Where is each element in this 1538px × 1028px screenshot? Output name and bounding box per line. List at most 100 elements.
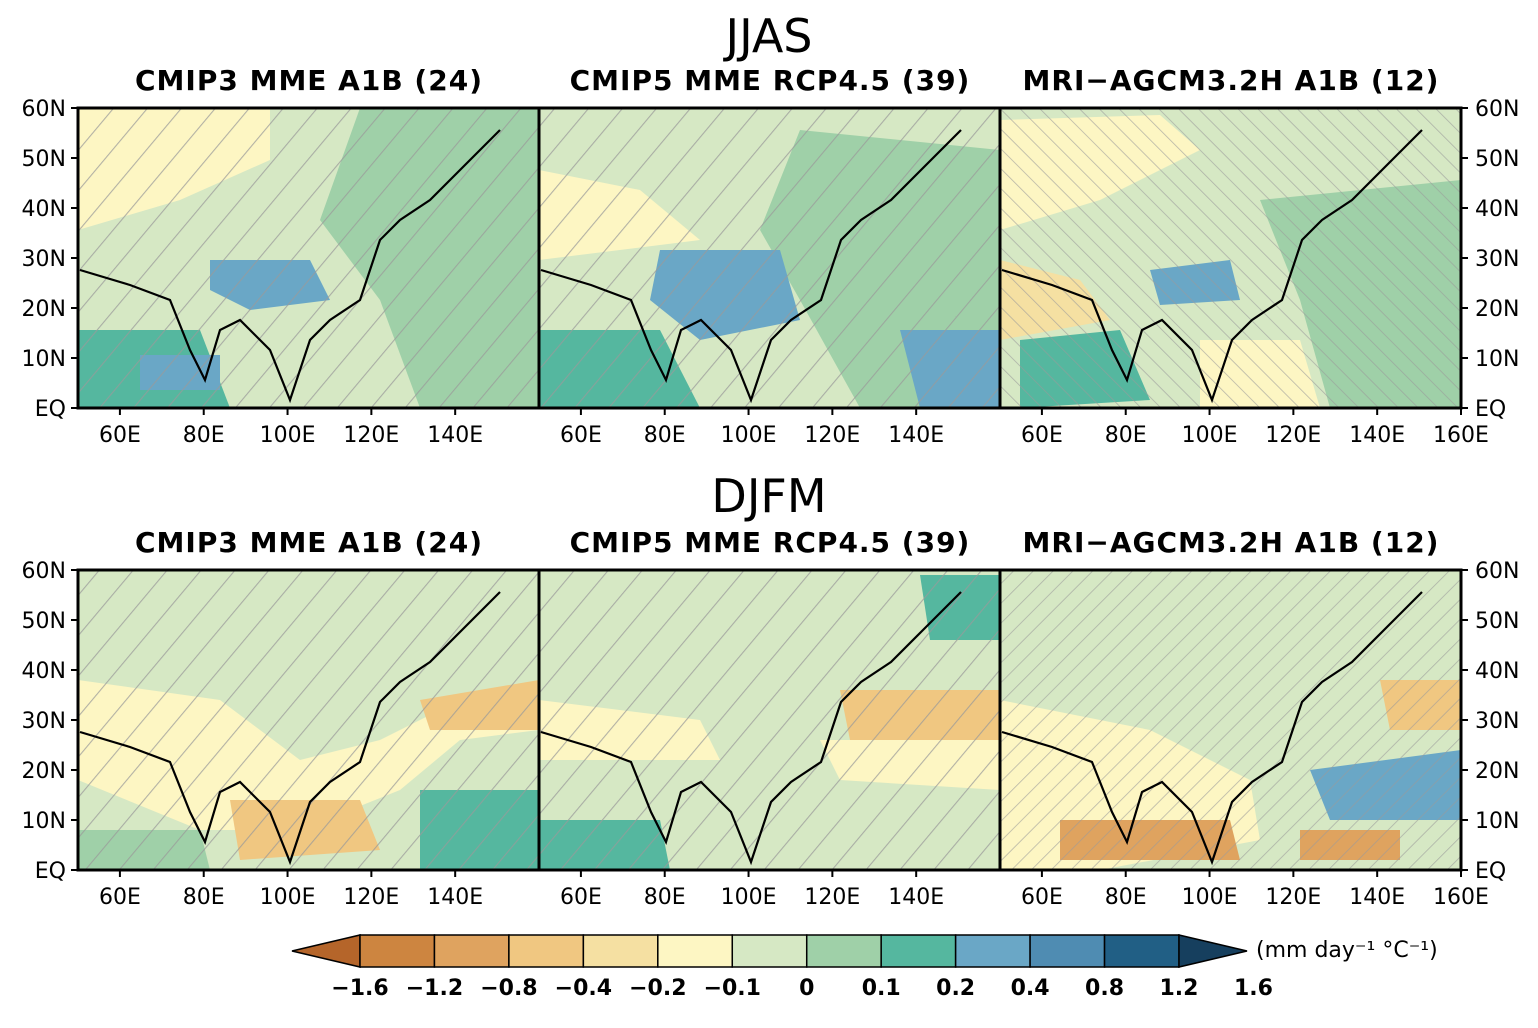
colorbar-unit: (mm day⁻¹ °C⁻¹) xyxy=(1256,938,1438,963)
y-tick-label-right: EQ xyxy=(1475,397,1506,422)
colorbar-label: −0.1 xyxy=(704,976,761,1001)
x-tick-label: 140E xyxy=(1349,423,1405,448)
colorbar-box xyxy=(1103,934,1180,968)
season-title-djfm: DJFM xyxy=(711,469,826,523)
axes: EQ EQ 10N 10N 20N 20N 30N 30N 40N 40N 50N 50N 60N 60N… xyxy=(22,97,1520,910)
x-tick-label: 100E xyxy=(721,885,777,910)
y-tick-label-right: 60N xyxy=(1475,559,1519,584)
hatching xyxy=(539,570,1000,870)
y-tick-label-left: 30N xyxy=(22,709,66,734)
y-tick-label-left: EQ xyxy=(35,397,66,422)
x-tick-label: 60E xyxy=(1021,423,1063,448)
x-tick-label: 80E xyxy=(1105,885,1147,910)
colorbar-label: −0.4 xyxy=(555,976,612,1001)
colorbar-box xyxy=(731,934,808,968)
y-tick-label-left: 20N xyxy=(22,759,66,784)
y-tick-label-left: 60N xyxy=(22,559,66,584)
y-tick-label-right: 60N xyxy=(1475,97,1519,122)
colorbar-box xyxy=(1029,934,1106,968)
colorbar-box xyxy=(657,934,734,968)
x-tick-label: 160E xyxy=(1433,885,1489,910)
y-tick-label-left: 10N xyxy=(22,809,66,834)
panel-title-jjas-cmip5: CMIP5 MME RCP4.5 (39) xyxy=(570,64,971,97)
x-tick-label: 80E xyxy=(644,885,686,910)
panel-jjas-cmip3 xyxy=(78,108,539,408)
colorbar-label: −0.2 xyxy=(629,976,686,1001)
x-tick-label: 80E xyxy=(644,423,686,448)
x-tick-label: 140E xyxy=(888,885,944,910)
x-tick-label: 120E xyxy=(804,423,860,448)
colorbar-box xyxy=(880,934,957,968)
x-tick-label: 100E xyxy=(260,885,316,910)
panel-title-jjas-cmip3: CMIP3 MME A1B (24) xyxy=(135,64,483,97)
x-tick-label: 100E xyxy=(1182,885,1238,910)
panel-jjas-cmip5 xyxy=(539,108,1000,408)
colorbar-label: −1.2 xyxy=(406,976,463,1001)
colorbar-label: 1.6 xyxy=(1234,976,1273,1001)
x-tick-label: 160E xyxy=(1433,423,1489,448)
y-tick-label-left: 40N xyxy=(22,197,66,222)
x-tick-label: 100E xyxy=(721,423,777,448)
y-tick-label-right: EQ xyxy=(1475,859,1506,884)
hatching xyxy=(78,570,539,870)
y-tick-label-right: 50N xyxy=(1475,147,1519,172)
colorbar-label: 0.1 xyxy=(862,976,901,1001)
x-tick-label: 120E xyxy=(1265,423,1321,448)
x-tick-label: 120E xyxy=(343,423,399,448)
x-tick-label: 60E xyxy=(99,423,141,448)
y-tick-label-right: 20N xyxy=(1475,297,1519,322)
panel-title-djfm-cmip3: CMIP3 MME A1B (24) xyxy=(135,526,483,559)
x-tick-label: 140E xyxy=(888,423,944,448)
x-tick-label: 80E xyxy=(183,885,225,910)
panel-jjas-mri xyxy=(1000,108,1461,408)
hatching xyxy=(1000,570,1461,870)
coastline-djfm-cmip5 xyxy=(540,591,962,866)
coastline-jjas-mri xyxy=(1001,129,1423,404)
colorbar-box xyxy=(433,934,510,968)
x-tick-label: 120E xyxy=(343,885,399,910)
y-tick-label-right: 50N xyxy=(1475,609,1519,634)
y-tick-label-right: 30N xyxy=(1475,709,1519,734)
x-tick-label: 140E xyxy=(1349,885,1405,910)
colorbar-label: 0 xyxy=(799,976,814,1001)
x-tick-label: 80E xyxy=(183,423,225,448)
colorbar-box xyxy=(954,934,1031,968)
x-tick-label: 60E xyxy=(560,885,602,910)
y-tick-label-left: 40N xyxy=(22,659,66,684)
y-tick-label-left: 30N xyxy=(22,247,66,272)
x-tick-label: 100E xyxy=(260,423,316,448)
colorbar-box xyxy=(359,934,436,968)
y-tick-label-left: 10N xyxy=(22,347,66,372)
y-tick-label-left: 60N xyxy=(22,97,66,122)
colorbar-box xyxy=(805,934,882,968)
y-tick-label-left: EQ xyxy=(35,859,66,884)
y-tick-label-left: 50N xyxy=(22,147,66,172)
colorbar: −1.6 −1.2 −0.8 −0.4 −0.2 −0.1 0 0.1 0.2 0.4 0.8 1.2… xyxy=(291,934,1438,1001)
panel-djfm-cmip5 xyxy=(539,570,1000,870)
y-tick-label-left: 20N xyxy=(22,297,66,322)
coastlines xyxy=(79,129,1423,866)
coastline-djfm-mri xyxy=(1001,591,1423,866)
panel-title-jjas-mri: MRI−AGCM3.2H A1B (12) xyxy=(1023,64,1440,97)
y-tick-label-right: 30N xyxy=(1475,247,1519,272)
x-tick-label: 140E xyxy=(427,423,483,448)
x-tick-label: 120E xyxy=(804,885,860,910)
hatching xyxy=(78,108,539,408)
colorbar-label: 1.2 xyxy=(1160,976,1199,1001)
coastline-jjas-cmip3 xyxy=(79,129,501,404)
y-tick-label-right: 40N xyxy=(1475,659,1519,684)
panel-title-djfm-mri: MRI−AGCM3.2H A1B (12) xyxy=(1023,526,1440,559)
x-tick-label: 60E xyxy=(99,885,141,910)
season-title-jjas: JJAS xyxy=(723,9,813,63)
x-tick-label: 60E xyxy=(1021,885,1063,910)
y-tick-label-right: 10N xyxy=(1475,347,1519,372)
hatching xyxy=(1000,108,1461,408)
colorbar-label: −1.6 xyxy=(331,976,388,1001)
coastline-djfm-cmip3 xyxy=(79,591,501,866)
map-panels xyxy=(76,106,1463,872)
y-tick-label-left: 50N xyxy=(22,609,66,634)
colorbar-label: 0.4 xyxy=(1011,976,1050,1001)
coastline-jjas-cmip5 xyxy=(540,129,962,404)
x-tick-label: 120E xyxy=(1265,885,1321,910)
